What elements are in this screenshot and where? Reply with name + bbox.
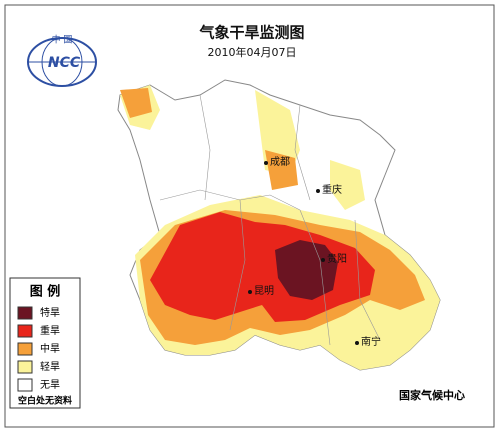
city-label: 昆明 — [254, 285, 274, 297]
legend-label: 中旱 — [40, 342, 60, 355]
legend-label: 重旱 — [40, 324, 60, 337]
legend-note: 空白处无资料 — [18, 395, 72, 407]
legend-swatch — [17, 324, 33, 338]
source: 国家气候中心 — [399, 388, 465, 402]
legend-label: 轻旱 — [40, 360, 60, 373]
city-label: 南宁 — [361, 335, 381, 348]
legend-swatch — [17, 342, 33, 356]
drought-area — [275, 240, 338, 300]
legend-label: 特旱 — [40, 307, 60, 319]
title: 气象干旱监测图 — [198, 24, 304, 42]
legend-label: 无旱 — [40, 379, 60, 391]
city-label: 重庆 — [322, 183, 342, 196]
logo: 中 国 NCC — [27, 34, 97, 87]
city-markers — [248, 161, 359, 345]
city-label: 贵阳 — [327, 252, 347, 265]
legend-title: 图 例 — [30, 284, 61, 300]
legend-swatch — [17, 306, 33, 320]
logo-mark: NCC — [48, 55, 81, 71]
legend-swatch — [17, 378, 33, 392]
map: 成都 重庆 贵阳 昆明 南宁 — [117, 79, 441, 371]
city-label: 成都 — [270, 156, 290, 168]
boundaries — [159, 94, 381, 346]
legend-swatch — [17, 360, 33, 374]
logo-top: 中 国 — [52, 34, 73, 46]
date: 2010年04月07日 — [208, 45, 297, 59]
